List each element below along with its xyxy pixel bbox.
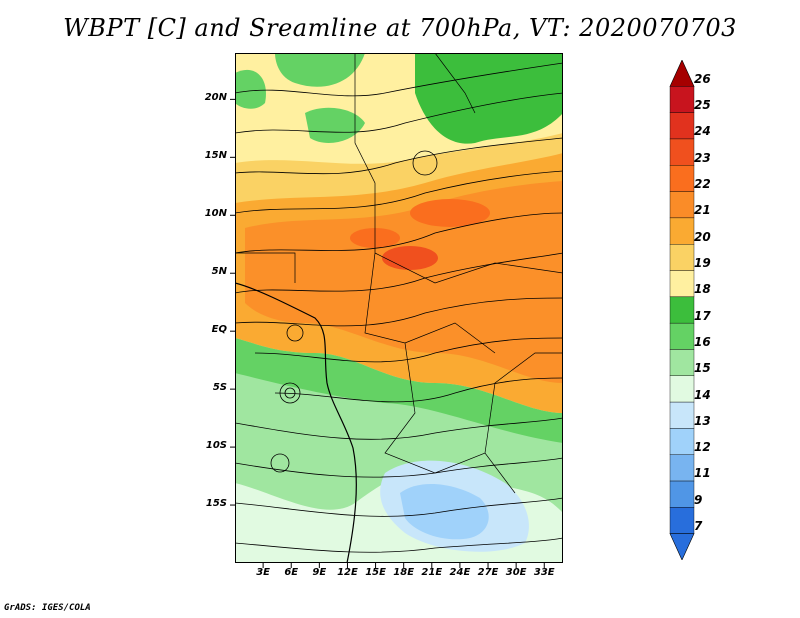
colorbar-swatch [669, 375, 695, 403]
colorbar-level-label: 24 [694, 124, 711, 139]
lon-tick-label: 18E [393, 567, 415, 578]
colorbar [669, 60, 695, 560]
lat-tick-label: 15S [205, 498, 227, 510]
colorbar-bottom-arrow [669, 533, 695, 560]
lon-tick-label: 21E [421, 567, 443, 578]
field-band-21 [245, 181, 563, 383]
streamlines [235, 62, 563, 553]
colorbar-swatch [669, 480, 695, 508]
colorbar-swatch [669, 191, 695, 219]
colorbar-swatch [669, 270, 695, 298]
country-borders [235, 53, 563, 494]
field-band-23 [382, 246, 438, 270]
colorbar-swatch [669, 322, 695, 350]
lat-tick-label: 5N [211, 266, 227, 278]
lon-tick-label: 27E [477, 567, 499, 578]
lon-tick-label: 6E [284, 567, 299, 578]
colorbar-level-label: 17 [694, 308, 711, 323]
colorbar-level-label: 25 [694, 98, 711, 113]
colorbar-swatch [669, 507, 695, 534]
colorbar-swatch [669, 349, 695, 376]
colorbar-swatch [669, 428, 695, 455]
colorbar-swatch [669, 244, 695, 271]
lat-tick-label: 5S [212, 382, 227, 394]
field-north-green-4 [235, 69, 266, 109]
colorbar-top-arrow [669, 60, 695, 87]
grads-credit: GrADS: IGES/COLA [4, 603, 91, 613]
lat-tick-label: 15N [204, 150, 227, 162]
colorbar-level-label: 26 [694, 71, 711, 86]
lon-tick-label: 12E [337, 567, 358, 578]
lat-tick-label: 10S [205, 440, 227, 452]
colorbar-swatch [669, 454, 695, 482]
chart-title: WBPT [C] and Sreamline at 700hPa, VT: 20… [63, 14, 737, 42]
colorbar-level-label: 18 [694, 282, 711, 297]
map-panel [235, 53, 563, 563]
colorbar-swatch [669, 138, 695, 166]
coastline [235, 282, 357, 563]
colorbar-level-label: 15 [694, 361, 711, 376]
field-band-22 [410, 199, 490, 227]
lon-tick-label: 15E [365, 567, 386, 578]
colorbar-level-label: 22 [694, 177, 711, 191]
lon-tick-label: 9E [312, 567, 327, 578]
colorbar-level-label: 14 [694, 387, 711, 402]
lon-tick-label: 24E [449, 567, 471, 578]
colorbar-level-label: 23 [694, 150, 711, 165]
lat-tick-label: 20N [204, 92, 227, 104]
colorbar-swatch [669, 296, 695, 324]
lon-tick-label: 3E [256, 567, 270, 578]
lat-tick-label: 10N [204, 208, 227, 220]
lat-tick-label: EQ [211, 324, 227, 336]
map-frame [235, 53, 563, 563]
field-north-green-2 [275, 53, 365, 87]
colorbar-swatch [669, 217, 695, 245]
colorbar-swatch [669, 401, 695, 429]
colorbar-level-label: 16 [694, 334, 711, 349]
colorbar-level-label: 7 [694, 519, 703, 534]
field-north-green-3 [305, 107, 365, 143]
colorbar-level-label: 21 [694, 203, 711, 218]
colorbar-level-label: 9 [694, 492, 703, 507]
colorbar-level-label: 11 [694, 466, 711, 481]
colorbar-level-label: 19 [694, 255, 711, 270]
colorbar-level-label: 13 [694, 413, 711, 428]
colorbar-swatch [669, 165, 695, 192]
colorbar-level-label: 20 [694, 229, 711, 244]
lon-tick-label: 33E [533, 567, 555, 578]
colorbar-swatch [669, 86, 695, 113]
lon-tick-label: 30E [505, 567, 527, 578]
colorbar-level-label: 12 [694, 440, 711, 455]
colorbar-swatch [669, 112, 695, 140]
